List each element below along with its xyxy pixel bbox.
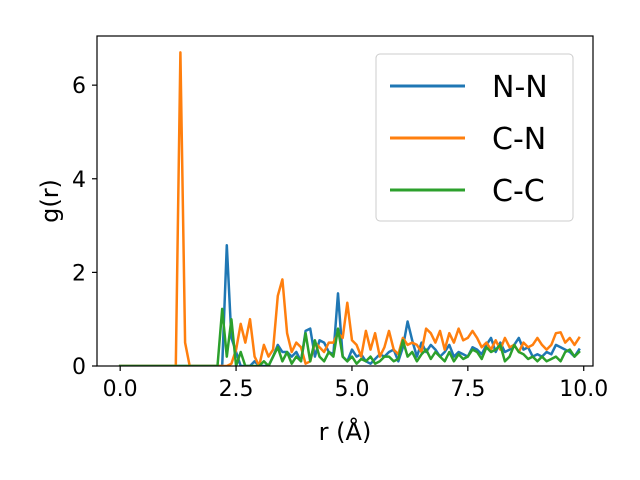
- y-tick-label: 2: [72, 261, 86, 286]
- series-layer: [118, 51, 581, 366]
- legend-box: [375, 53, 574, 222]
- y-tick-label: 6: [72, 74, 86, 99]
- x-tick-label: 2.5: [219, 377, 254, 402]
- x-axis-ticks: 0.0 2.5 5.0 7.5 10.0: [103, 366, 608, 402]
- series-line-c-c: [118, 307, 581, 366]
- x-tick-label: 5.0: [334, 377, 369, 402]
- y-axis-ticks: 0 2 4 6: [72, 74, 97, 380]
- plot-frame: [96, 35, 594, 367]
- x-tick-label: 7.5: [450, 377, 485, 402]
- legend-label-c-c: C-C: [492, 174, 545, 209]
- x-tick-label: 10.0: [559, 377, 608, 402]
- legend: N-N C-N C-C: [375, 53, 574, 222]
- x-axis-label: r (Å): [319, 417, 372, 446]
- y-axis-label: g(r): [36, 179, 64, 223]
- x-tick-label: 0.0: [103, 377, 138, 402]
- legend-label-c-n: C-N: [492, 122, 546, 157]
- y-tick-label: 0: [72, 355, 86, 380]
- y-tick-label: 4: [72, 168, 86, 193]
- legend-label-n-n: N-N: [492, 70, 548, 105]
